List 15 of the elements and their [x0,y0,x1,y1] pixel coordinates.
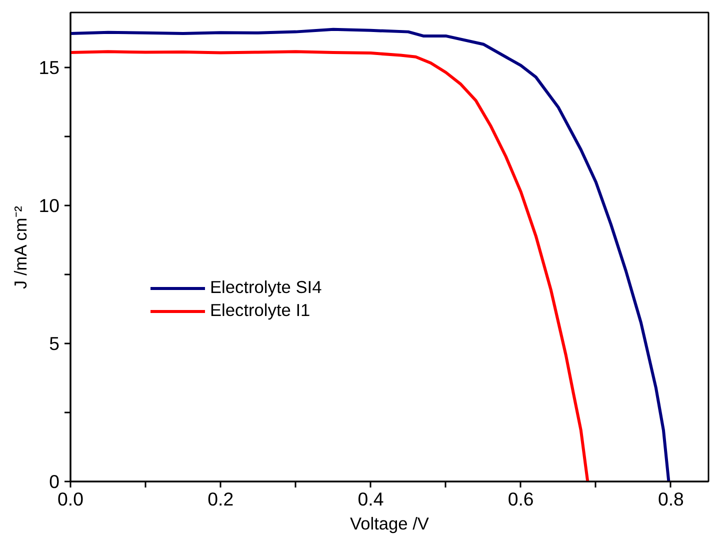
line-series [70,50,590,482]
x-tick-label: 0.0 [58,488,84,510]
x-tick-label: 0.6 [508,488,534,510]
y-tick-label: 0 [49,471,60,492]
y-tick-label: 15 [38,57,60,78]
y-axis-title: J /mA cm⁻² [10,206,31,289]
legend-label: Electrolyte SI4 [210,277,322,298]
x-tick-label: 0.4 [358,488,384,510]
line-series [70,28,670,482]
y-tick-label: 10 [38,195,60,216]
x-axis-title: Voltage /V [350,514,430,534]
x-tick-label: 0.8 [658,488,684,510]
y-tick-label: 5 [49,333,60,354]
x-tick-label: 0.2 [208,488,234,510]
legend-label: Electrolyte I1 [210,300,310,321]
